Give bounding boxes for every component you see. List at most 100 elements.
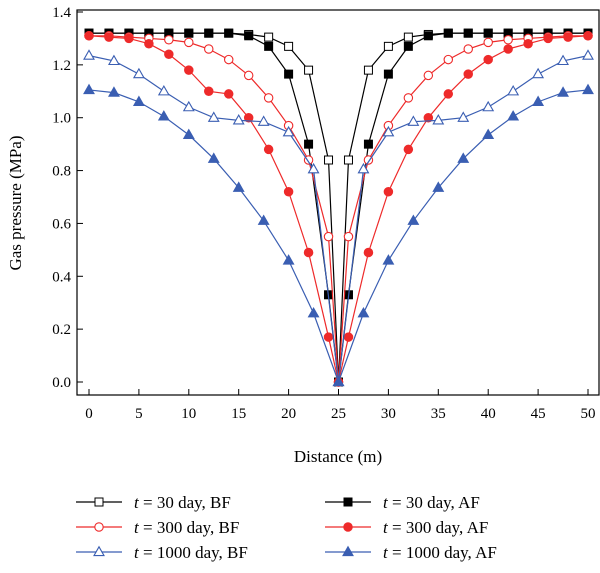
series-0 bbox=[84, 28, 593, 387]
legend-label-text: = 30 day, BF bbox=[139, 493, 231, 512]
data-point bbox=[457, 111, 470, 122]
data-point bbox=[363, 247, 374, 258]
legend-label-text: = 300 day, AF bbox=[388, 518, 489, 537]
data-point bbox=[507, 84, 520, 96]
legend-marker bbox=[342, 545, 354, 557]
series-5 bbox=[83, 83, 594, 387]
legend-item: t = 300 day, AF bbox=[325, 518, 488, 537]
data-point bbox=[244, 31, 254, 41]
data-point bbox=[184, 65, 194, 75]
legend-item: t = 30 day, AF bbox=[325, 493, 480, 512]
data-point bbox=[382, 125, 395, 137]
data-point bbox=[482, 128, 495, 140]
legend-item: t = 300 day, BF bbox=[76, 518, 239, 537]
data-point bbox=[443, 28, 453, 38]
data-point bbox=[343, 155, 353, 165]
data-point bbox=[232, 181, 245, 192]
data-point bbox=[463, 69, 473, 79]
data-point bbox=[583, 31, 593, 41]
data-point bbox=[182, 100, 195, 112]
x-tick-label: 45 bbox=[531, 406, 546, 422]
data-point bbox=[363, 139, 373, 149]
legend-item: t = 1000 day, AF bbox=[325, 543, 497, 562]
data-point bbox=[257, 115, 270, 126]
x-tick-label: 10 bbox=[181, 406, 196, 422]
x-tick-label: 20 bbox=[281, 406, 296, 422]
y-tick-label: 0.8 bbox=[52, 164, 71, 180]
axis-ticks: 0 5 10 15 20 25 30 35 40 45 50 0.0 0.2 0.4 0.6 0.8 1.0 1.… bbox=[52, 5, 595, 422]
legend-label: t = 30 day, AF bbox=[383, 493, 480, 512]
y-tick-label: 0.4 bbox=[52, 269, 71, 285]
data-point bbox=[157, 110, 170, 121]
x-axis-title: Distance (m) bbox=[294, 447, 382, 466]
data-point bbox=[83, 49, 95, 60]
data-point bbox=[207, 152, 220, 163]
legend-label-var: t bbox=[134, 493, 140, 512]
legend-marker bbox=[93, 545, 105, 557]
series-3 bbox=[84, 31, 593, 387]
legend-label: t = 300 day, AF bbox=[383, 518, 488, 537]
data-point bbox=[423, 31, 433, 41]
data-point bbox=[503, 34, 513, 45]
data-point bbox=[543, 33, 553, 44]
data-point bbox=[403, 32, 413, 42]
legend-label: t = 1000 day, AF bbox=[383, 543, 497, 562]
data-point bbox=[132, 67, 145, 79]
data-point bbox=[263, 144, 274, 155]
data-point bbox=[232, 114, 245, 125]
y-tick-label: 0.2 bbox=[52, 322, 71, 338]
legend-marker bbox=[94, 497, 104, 507]
x-tick-label: 25 bbox=[331, 406, 346, 422]
data-point bbox=[403, 41, 413, 51]
data-point bbox=[443, 54, 454, 65]
plot-frame bbox=[76, 9, 600, 396]
x-tick-label: 50 bbox=[581, 406, 596, 422]
data-point bbox=[407, 115, 420, 126]
data-point bbox=[357, 306, 370, 318]
legend-label-var: t bbox=[134, 518, 140, 537]
legend: t = 30 day, BF t = 30 day, AFt = 300 day,… bbox=[76, 493, 497, 562]
data-point bbox=[383, 41, 393, 51]
data-point bbox=[482, 100, 495, 112]
data-point bbox=[407, 214, 420, 225]
legend-label-text: = 30 day, AF bbox=[388, 493, 480, 512]
data-point bbox=[223, 54, 234, 65]
data-point bbox=[382, 254, 395, 265]
data-point bbox=[224, 28, 234, 38]
data-point bbox=[282, 125, 295, 137]
y-axis-title: Gas pressure (MPa) bbox=[6, 135, 25, 270]
data-point bbox=[557, 86, 569, 97]
y-tick-label: 1.0 bbox=[52, 111, 71, 127]
legend-marker bbox=[94, 522, 104, 532]
x-tick-label: 15 bbox=[231, 406, 246, 422]
y-tick-label: 0.6 bbox=[52, 216, 71, 232]
legend-label-var: t bbox=[383, 493, 389, 512]
data-point bbox=[357, 162, 370, 174]
data-point bbox=[483, 37, 493, 48]
data-point bbox=[144, 38, 154, 49]
data-point bbox=[207, 111, 220, 122]
data-point bbox=[284, 41, 294, 51]
data-point bbox=[443, 89, 454, 99]
data-point bbox=[463, 44, 473, 54]
data-point bbox=[383, 186, 394, 197]
legend-label-var: t bbox=[134, 543, 140, 562]
data-point bbox=[507, 110, 520, 121]
data-point bbox=[204, 28, 214, 38]
data-point bbox=[84, 31, 94, 41]
legend-label-text: = 1000 day, BF bbox=[139, 543, 248, 562]
data-point bbox=[157, 84, 170, 96]
data-point bbox=[363, 65, 373, 75]
data-point bbox=[463, 28, 473, 38]
data-point bbox=[243, 112, 254, 123]
legend-item: t = 1000 day, BF bbox=[76, 543, 248, 562]
data-point bbox=[263, 93, 274, 103]
data-point bbox=[184, 37, 194, 48]
data-point bbox=[307, 306, 320, 318]
data-point bbox=[264, 41, 274, 51]
data-point bbox=[563, 32, 573, 42]
x-tick-label: 35 bbox=[431, 406, 446, 422]
data-point bbox=[243, 70, 254, 81]
x-tick-label: 5 bbox=[135, 406, 143, 422]
